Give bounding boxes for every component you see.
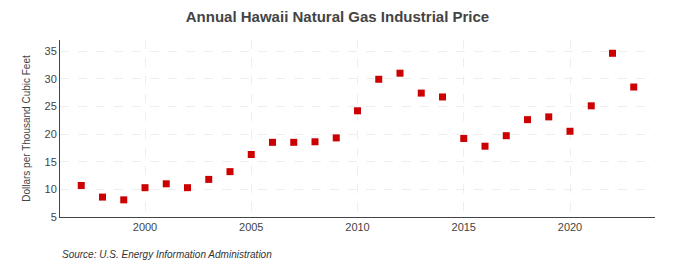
svg-text:2020: 2020 — [558, 221, 582, 233]
svg-text:35: 35 — [45, 45, 57, 57]
svg-text:2005: 2005 — [239, 221, 263, 233]
svg-text:10: 10 — [45, 183, 57, 195]
svg-text:15: 15 — [45, 156, 57, 168]
svg-text:2000: 2000 — [133, 221, 157, 233]
svg-text:30: 30 — [45, 73, 57, 85]
svg-text:2010: 2010 — [345, 221, 369, 233]
svg-text:2015: 2015 — [452, 221, 476, 233]
svg-text:Dollars per Thousand Cubic Fee: Dollars per Thousand Cubic Feet — [21, 55, 32, 202]
svg-text:25: 25 — [45, 100, 57, 112]
svg-text:5: 5 — [51, 211, 57, 223]
svg-text:20: 20 — [45, 128, 57, 140]
svg-text:Annual Hawaii Natural Gas Indu: Annual Hawaii Natural Gas Industrial Pri… — [186, 8, 489, 25]
svg-text:Source: U.S. Energy Informatio: Source: U.S. Energy Information Administ… — [62, 249, 272, 260]
